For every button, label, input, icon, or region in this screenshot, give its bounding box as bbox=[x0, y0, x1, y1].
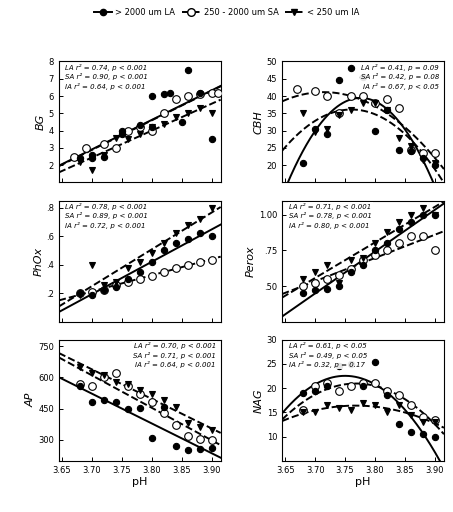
Text: LA r² = 0.61, p < 0.05
SA r² = 0.49, p < 0.05
IA r² = 0.32, p = 0.17: LA r² = 0.61, p < 0.05 SA r² = 0.49, p <… bbox=[289, 342, 367, 368]
Y-axis label: NAG: NAG bbox=[254, 388, 264, 413]
Text: LA r² = 0.70, p < 0.001
SA r² = 0.71, p < 0.001
IA r² = 0.64, p < 0.001: LA r² = 0.70, p < 0.001 SA r² = 0.71, p … bbox=[133, 342, 216, 368]
Text: LA r² = 0.41, p = 0.09
SA r² = 0.42, p = 0.08
IA r² = 0.67, p < 0.05: LA r² = 0.41, p = 0.09 SA r² = 0.42, p =… bbox=[361, 64, 439, 90]
Y-axis label: AP: AP bbox=[25, 393, 35, 408]
Y-axis label: BG: BG bbox=[36, 114, 46, 130]
Text: LA r² = 0.78, p < 0.001
SA r² = 0.89, p < 0.001
IA r² = 0.72, p < 0.001: LA r² = 0.78, p < 0.001 SA r² = 0.89, p … bbox=[65, 203, 148, 229]
Y-axis label: Perox: Perox bbox=[246, 245, 256, 277]
Text: LA r² = 0.71, p < 0.001
SA r² = 0.78, p < 0.001
IA r² = 0.80, p < 0.001: LA r² = 0.71, p < 0.001 SA r² = 0.78, p … bbox=[289, 203, 371, 229]
Legend: > 2000 um LA, 250 - 2000 um SA, < 250 um IA: > 2000 um LA, 250 - 2000 um SA, < 250 um… bbox=[92, 7, 361, 19]
Text: LA r² = 0.74, p < 0.001
SA r² = 0.90, p < 0.001
IA r² = 0.64, p < 0.001: LA r² = 0.74, p < 0.001 SA r² = 0.90, p … bbox=[65, 64, 148, 90]
Y-axis label: PhOx: PhOx bbox=[33, 247, 43, 275]
X-axis label: pH: pH bbox=[132, 477, 148, 487]
X-axis label: pH: pH bbox=[355, 477, 371, 487]
Y-axis label: CBH: CBH bbox=[254, 110, 264, 134]
